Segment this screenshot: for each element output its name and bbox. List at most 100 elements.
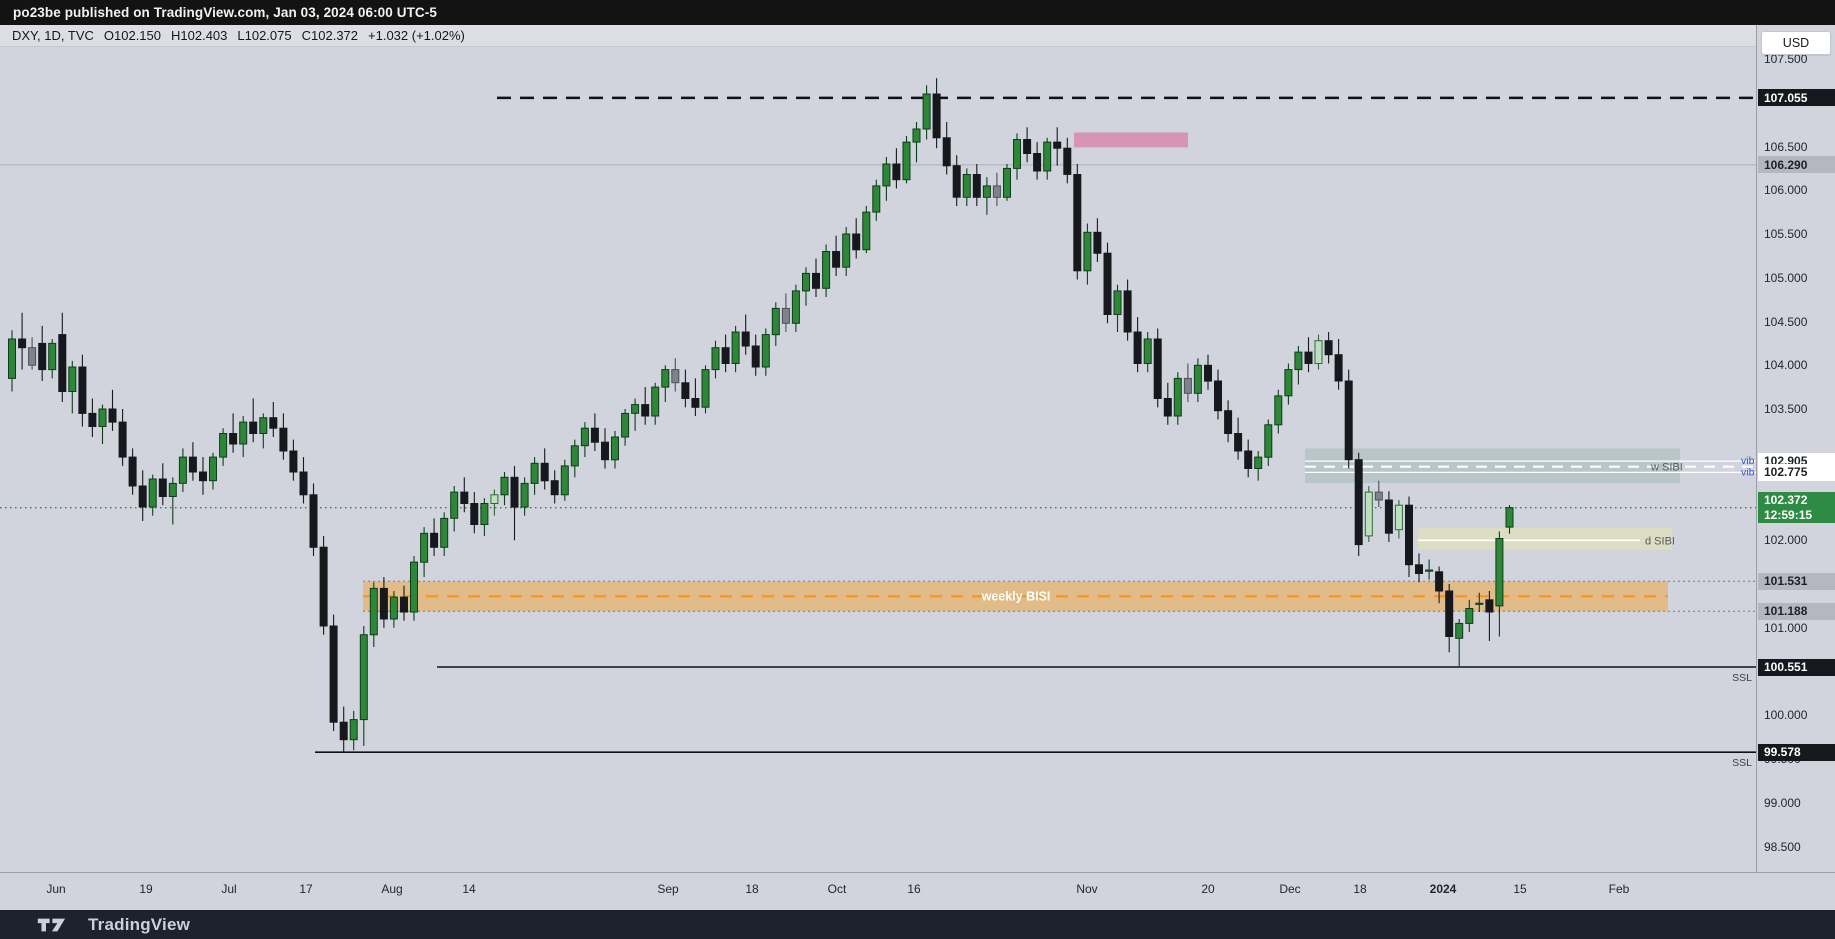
ohlc-high: H102.403	[171, 28, 228, 43]
candle	[209, 452, 217, 490]
last-price-badge: 102.372 12:59:15	[1758, 492, 1835, 524]
time-axis[interactable]: Jun 19 Jul 17 Aug 14 Sep 18 Oct 16 Nov 20 Dec 18 2024 1…	[0, 872, 1756, 910]
candle	[1153, 328, 1162, 408]
candle	[1224, 400, 1233, 443]
price-level-badge: 102.775	[1758, 463, 1835, 481]
candle	[902, 136, 911, 184]
time-tick-label: 18	[1353, 882, 1367, 896]
candle	[420, 527, 429, 577]
candle	[580, 422, 589, 458]
candle	[641, 387, 650, 425]
candle	[1193, 358, 1202, 402]
candle	[1334, 339, 1343, 390]
bottom-brand-bar: TradingView	[0, 910, 1835, 939]
candle	[1214, 369, 1222, 420]
candle	[570, 439, 579, 478]
symbol-title[interactable]: DXY, 1D, TVC	[12, 28, 94, 43]
candle	[560, 459, 569, 501]
price-axis[interactable]: USD 107.500 106.500 106.000 105.500 105.000 1…	[1756, 25, 1835, 910]
candle	[430, 518, 439, 556]
time-tick-label: 14	[462, 882, 476, 896]
candle	[319, 535, 328, 635]
candle	[661, 365, 670, 402]
candle	[540, 448, 549, 490]
time-tick-label: 2024	[1429, 882, 1457, 896]
price-level-badge: 99.578	[1758, 743, 1835, 761]
candle	[38, 325, 47, 381]
weekly-bisi-label: weekly BISI	[981, 589, 1051, 603]
candle	[621, 409, 630, 446]
candle	[1324, 332, 1333, 364]
price-tick-label: 104.500	[1764, 314, 1808, 329]
candle	[1163, 382, 1172, 425]
candle	[751, 334, 760, 376]
candle	[269, 402, 278, 437]
candle	[932, 78, 941, 149]
price-tick-label: 106.500	[1764, 139, 1808, 154]
candle	[952, 155, 961, 206]
time-tick-label: 19	[139, 882, 153, 896]
candle	[239, 416, 248, 458]
candle	[691, 378, 700, 416]
candle	[440, 512, 449, 556]
candle	[58, 312, 67, 402]
candle	[118, 409, 127, 466]
candle	[1455, 619, 1464, 667]
candle	[249, 398, 258, 443]
candle	[701, 365, 710, 414]
candle	[460, 477, 469, 513]
candle	[1405, 496, 1413, 577]
candle	[108, 389, 117, 431]
price-tick-label: 105.500	[1764, 227, 1808, 241]
candle	[1073, 164, 1082, 280]
ssl-label-1: SSL	[1732, 672, 1752, 684]
candle	[1103, 242, 1112, 324]
candle	[842, 227, 851, 276]
candle	[1354, 452, 1363, 556]
candle	[962, 168, 971, 206]
candle	[279, 413, 288, 460]
candle	[882, 157, 891, 201]
candle	[480, 498, 489, 536]
candle	[410, 556, 418, 621]
candle	[1304, 337, 1313, 373]
candle	[1505, 505, 1514, 534]
candle	[229, 413, 238, 453]
candle	[791, 284, 800, 332]
candle	[872, 179, 881, 221]
d-sibi-label: d SIBI	[1645, 535, 1675, 547]
candle	[379, 577, 388, 628]
ohlc-open: O102.150	[103, 28, 161, 43]
candle	[510, 465, 519, 541]
candle	[681, 369, 690, 408]
price-tick-label: 107.500	[1764, 52, 1808, 66]
price-level-badge: 101.531	[1758, 572, 1835, 590]
candle	[168, 477, 177, 525]
currency-button[interactable]: USD	[1761, 31, 1831, 55]
time-tick-label: Aug	[381, 882, 403, 896]
time-tick-label: Dec	[1279, 882, 1301, 896]
candle	[1123, 279, 1132, 341]
axis-corner	[1756, 872, 1835, 910]
candle	[68, 360, 77, 414]
candle	[1093, 218, 1102, 262]
tradingview-logo-link[interactable]: TradingView	[36, 915, 190, 935]
candle	[289, 439, 298, 481]
publish-info-text: po23be published on TradingView.com, Jan…	[13, 5, 437, 20]
candle	[812, 258, 820, 297]
candle	[178, 448, 187, 493]
candle	[98, 404, 107, 444]
candle	[711, 340, 720, 379]
candle	[852, 218, 861, 259]
candle	[1234, 417, 1243, 460]
time-tick-label: 20	[1201, 882, 1215, 896]
candle	[1394, 500, 1403, 539]
candle	[1083, 223, 1092, 285]
candle	[1274, 389, 1283, 434]
candle	[1314, 334, 1323, 370]
price-level-badge: 100.551	[1758, 658, 1835, 676]
candle	[1033, 142, 1042, 180]
d-sibi-box	[1418, 528, 1672, 550]
